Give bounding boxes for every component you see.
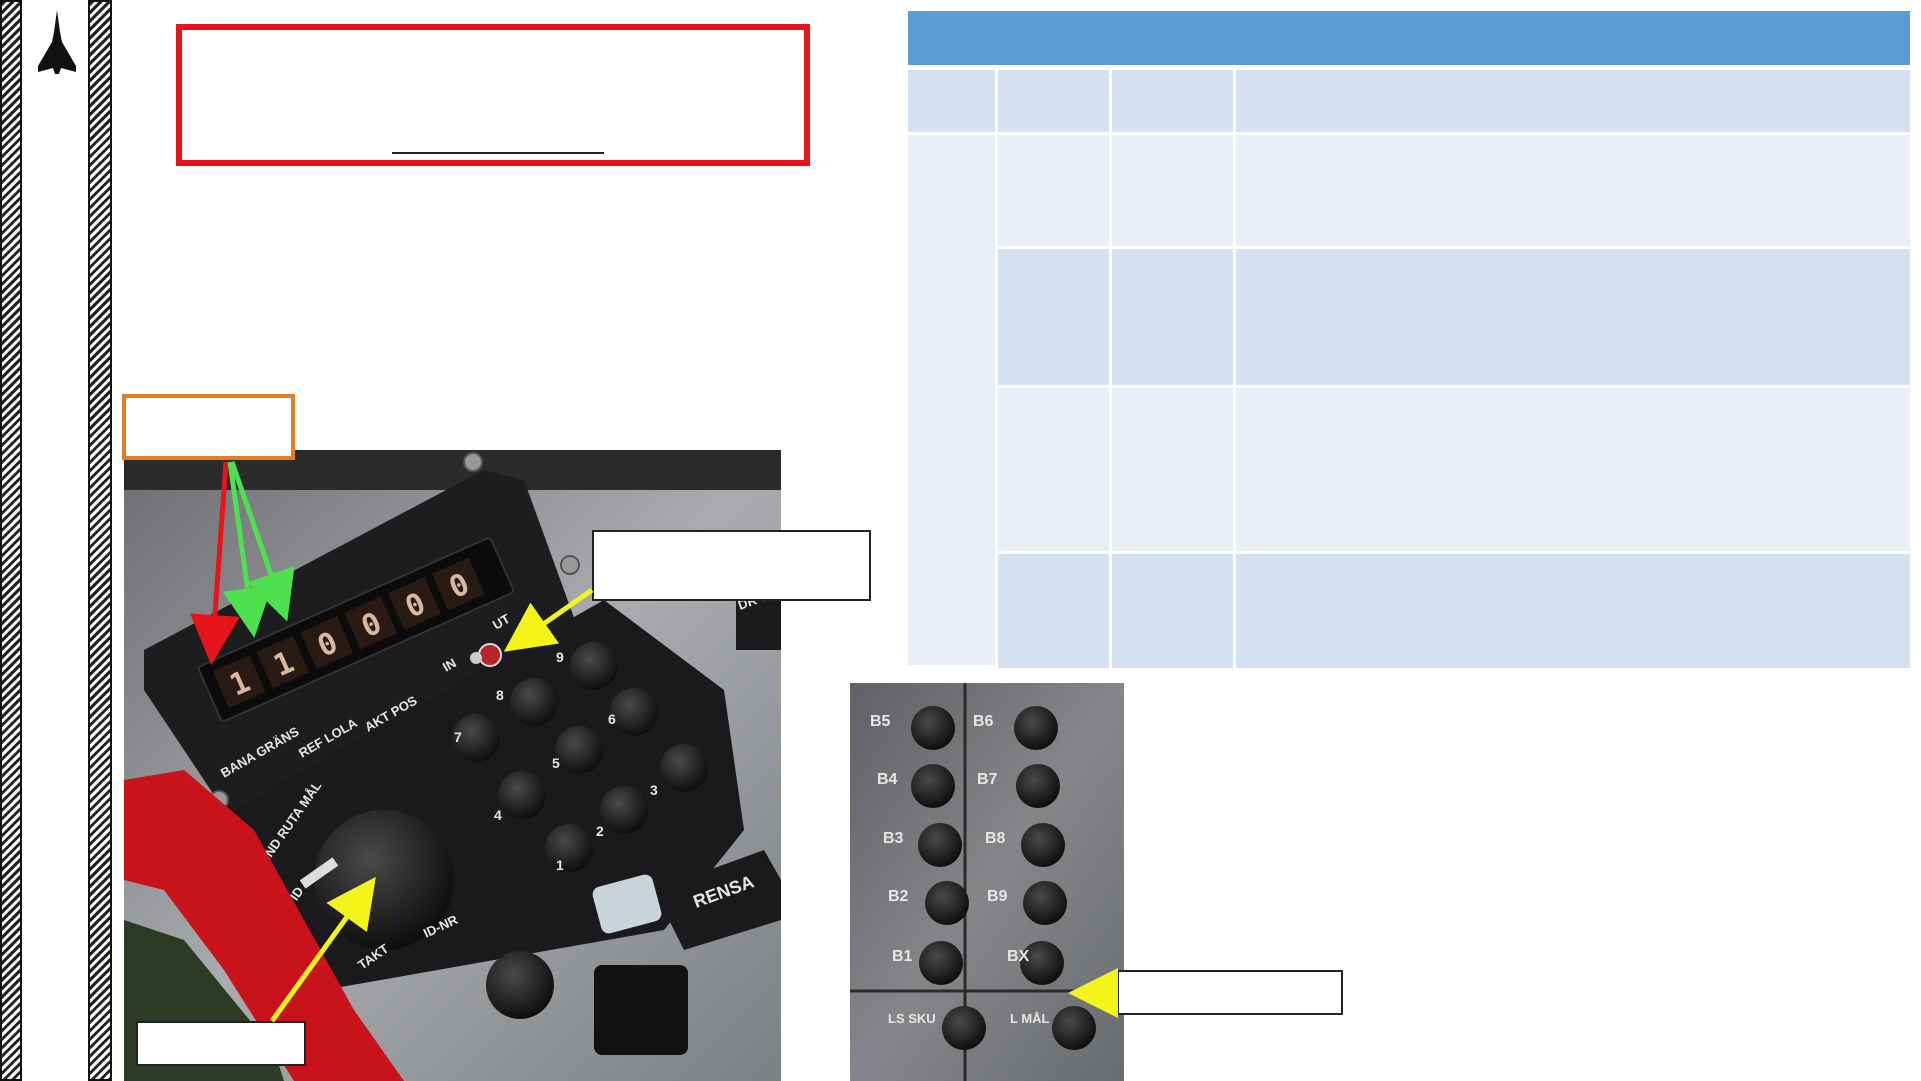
yellow-arrow — [269, 876, 376, 1023]
keypad-keys[interactable] — [452, 642, 708, 872]
key-label: 4 — [494, 807, 502, 823]
button-label: B1 — [892, 948, 913, 965]
key-label: 9 — [556, 649, 564, 665]
table-row-3-cell-3 — [1236, 388, 1910, 554]
table-row-2-cell-3 — [1236, 249, 1910, 388]
table-row-2-cell-2 — [1112, 249, 1236, 388]
button-label: B9 — [987, 888, 1008, 905]
left-hatched-rail — [0, 0, 22, 1081]
toggle-callout-box — [592, 530, 871, 601]
table-col-header-1 — [908, 70, 998, 135]
yellow-arrow — [503, 587, 594, 652]
key-label: 1 — [556, 857, 564, 873]
table-row-4-cell-1 — [998, 554, 1112, 668]
key-label: 6 — [608, 711, 616, 727]
button-label: B6 — [973, 713, 994, 730]
button-label: B4 — [877, 771, 898, 788]
button-label: B2 — [888, 888, 909, 905]
lower-square-knob[interactable] — [594, 965, 688, 1055]
right-hatched-rail — [88, 0, 112, 1081]
button-label: LS SKU — [888, 1011, 936, 1026]
key-label: 2 — [596, 823, 604, 839]
table-row-4-cell-2 — [1112, 554, 1236, 668]
table-row-2-cell-1 — [998, 249, 1112, 388]
button-label: B8 — [985, 830, 1006, 847]
table-row-1-cell-2 — [1112, 135, 1236, 249]
table-row-1-cell-3 — [1236, 135, 1910, 249]
table-row-3-cell-2 — [1112, 388, 1236, 554]
table-col-header-3 — [1112, 70, 1236, 135]
table-row-1-cell-1 — [998, 135, 1112, 249]
title-box — [176, 24, 810, 166]
digit-readout: 1 1 0 0 0 0 — [212, 557, 485, 709]
table-col-header-2 — [998, 70, 1112, 135]
button-label: L MÅL — [1010, 1011, 1050, 1026]
button-label: B5 — [870, 713, 891, 730]
key-label: 3 — [650, 782, 658, 798]
rensa-button[interactable] — [591, 873, 663, 935]
table-header-bar — [908, 11, 1910, 65]
button-label: B3 — [883, 830, 904, 847]
selector-callout-box — [136, 1021, 306, 1066]
title-underline — [392, 152, 604, 154]
in-label: IN — [440, 655, 459, 674]
b-buttons[interactable] — [911, 706, 1096, 1050]
key-label: 5 — [552, 755, 560, 771]
table-row-3-cell-1 — [998, 388, 1112, 554]
key-label: 7 — [454, 729, 462, 745]
red-arrow — [189, 461, 240, 665]
table-row-4-cell-3 — [1236, 554, 1910, 668]
in-ut-toggle-switch[interactable] — [470, 643, 502, 667]
key-label: 8 — [496, 687, 504, 703]
fighter-jet-icon[interactable] — [34, 8, 80, 76]
green-arrow — [229, 461, 295, 622]
lower-knob[interactable] — [486, 951, 554, 1019]
button-label: B7 — [977, 771, 998, 788]
table-col-header-4 — [1236, 70, 1910, 135]
button-label: BX — [1007, 948, 1030, 965]
orange-callout-box — [122, 394, 295, 460]
bx-callout-box — [1117, 970, 1343, 1015]
info-table — [908, 68, 1910, 668]
table-merged-cell — [908, 135, 998, 668]
